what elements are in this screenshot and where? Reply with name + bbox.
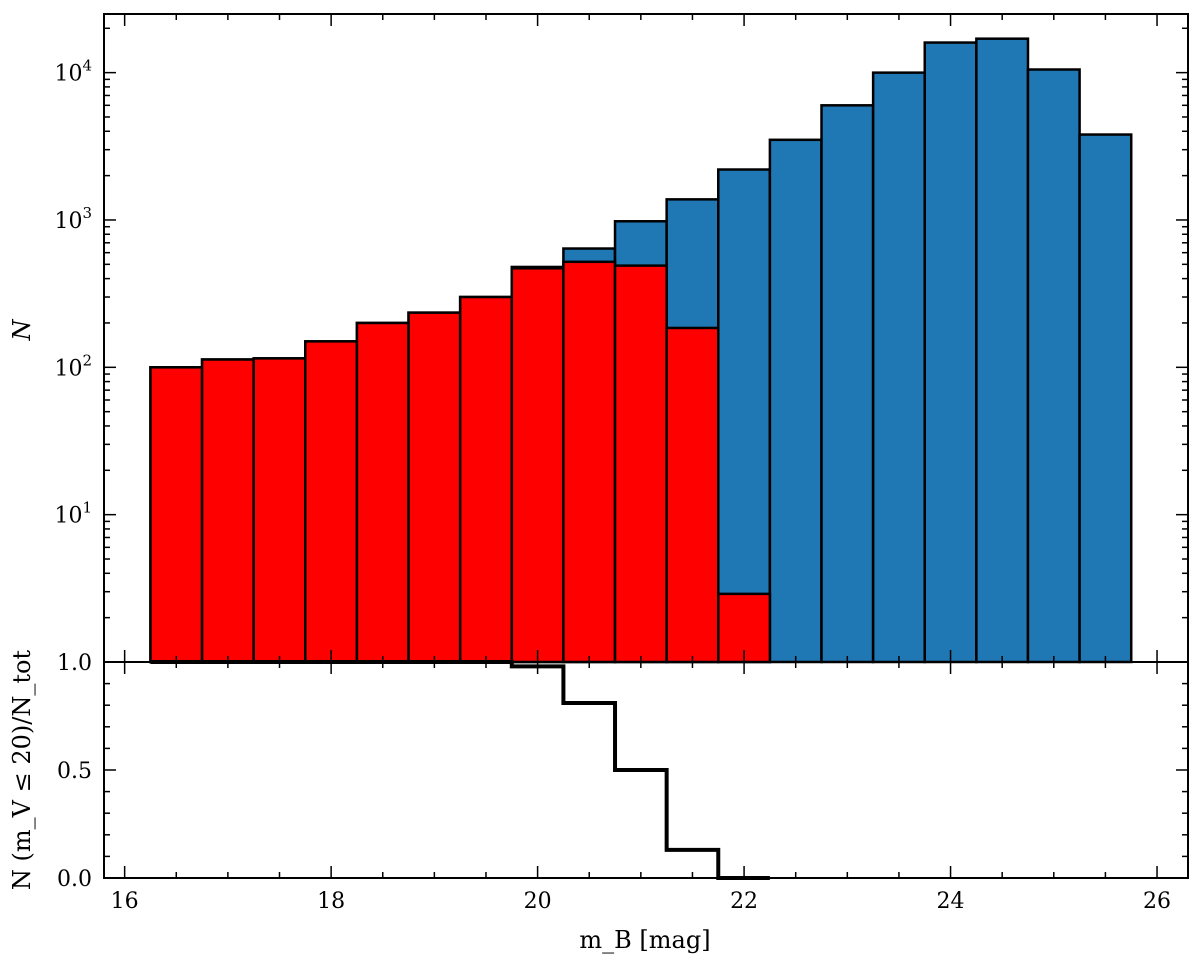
top-y-axis-label: N bbox=[8, 319, 36, 342]
x-tick-label: 18 bbox=[317, 889, 345, 914]
x-tick-label: 16 bbox=[111, 889, 139, 914]
red-bar-5 bbox=[407, 311, 462, 664]
red-bar-9 bbox=[613, 264, 668, 664]
bottom-panel-step-line bbox=[150, 660, 770, 880]
blue-bar-18 bbox=[1078, 133, 1133, 664]
fraction-step-line bbox=[150, 660, 770, 880]
x-tick-label: 20 bbox=[524, 889, 552, 914]
bottom-y-axis-label: N (m_V ≤ 20)/N_tot bbox=[8, 650, 36, 891]
red-bar-0 bbox=[149, 366, 204, 664]
blue-bar-15 bbox=[923, 41, 978, 664]
red-bar-3 bbox=[304, 340, 359, 664]
red-bar-4 bbox=[355, 321, 410, 664]
y-tick-label: 101 bbox=[54, 499, 92, 529]
x-tick-label: 22 bbox=[730, 889, 758, 914]
x-tick-label: 24 bbox=[937, 889, 965, 914]
axis-tick-labels: 16 18 20 22 24 26 101 102 103 104 0.0 0.5 1.0 bbox=[54, 57, 1171, 914]
red-bar-7 bbox=[510, 267, 565, 664]
x-tick-label: 26 bbox=[1143, 889, 1171, 914]
red-bar-2 bbox=[252, 357, 307, 664]
red-bar-10 bbox=[665, 326, 720, 664]
red-bar-8 bbox=[562, 260, 617, 664]
blue-bar-16 bbox=[975, 37, 1030, 664]
red-bar-6 bbox=[458, 295, 514, 664]
blue-bar-13 bbox=[820, 104, 875, 664]
y-tick-label: 104 bbox=[54, 57, 92, 87]
blue-bar-14 bbox=[871, 71, 926, 664]
y-tick-label: 0.0 bbox=[57, 867, 92, 892]
x-axis-label: m_B [mag] bbox=[579, 926, 710, 954]
y-tick-label: 102 bbox=[54, 351, 92, 381]
y-tick-label: 103 bbox=[54, 204, 92, 234]
y-tick-label: 1.0 bbox=[57, 651, 92, 676]
red-bar-1 bbox=[200, 358, 255, 664]
y-tick-label: 0.5 bbox=[57, 759, 92, 784]
blue-bar-11 bbox=[717, 168, 772, 664]
bottom-panel-frame bbox=[103, 661, 1189, 879]
top-panel-bars bbox=[149, 37, 1133, 664]
blue-bar-12 bbox=[768, 138, 823, 664]
blue-bar-17 bbox=[1026, 68, 1081, 664]
